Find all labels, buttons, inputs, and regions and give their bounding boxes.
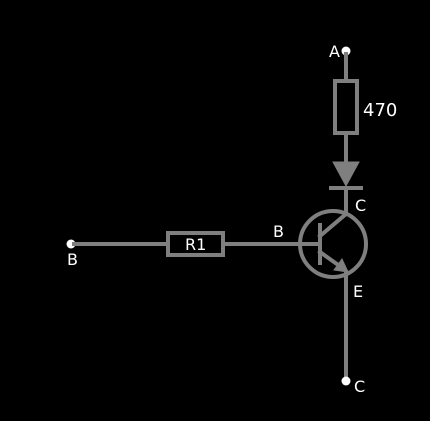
terminal-a-dot[interactable] — [341, 46, 351, 56]
resistor-r1-label: R1 — [185, 235, 206, 254]
terminal-a-label: A — [329, 42, 340, 61]
terminal-b-label: B — [67, 250, 78, 269]
terminal-b-dot[interactable] — [66, 239, 76, 249]
base-label: B — [273, 222, 284, 241]
emitter-arrow-icon — [333, 258, 349, 273]
resistor-470-value: 470 — [363, 100, 397, 121]
diode-triangle[interactable] — [332, 161, 360, 188]
collector-label: C — [355, 196, 366, 215]
transistor-collector-lead — [317, 211, 349, 239]
resistor-470[interactable] — [333, 79, 359, 135]
terminal-c-label: C — [354, 377, 365, 396]
terminal-c-dot[interactable] — [341, 376, 351, 386]
emitter-label: E — [353, 282, 363, 301]
